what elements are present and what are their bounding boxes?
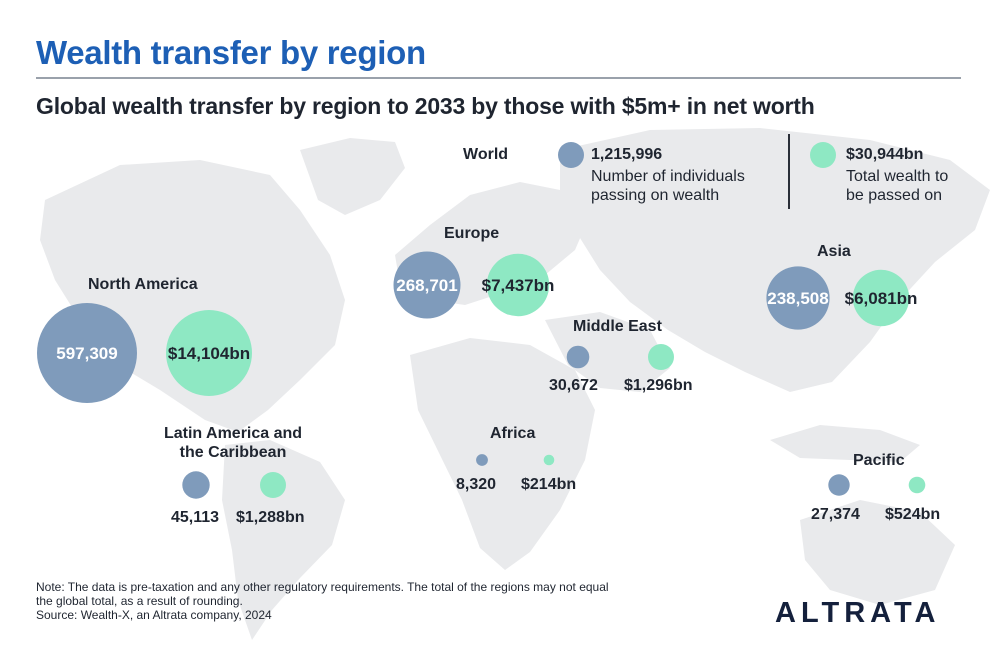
bubble-individuals-europe (393, 251, 461, 319)
middle-east-shape (545, 312, 670, 392)
value-label-latin-america-individuals: 45,113 (171, 509, 220, 526)
title-divider (36, 77, 961, 79)
legend-wealth-desc-2: be passed on (846, 187, 943, 204)
australia-shape (800, 500, 955, 605)
value-label-pacific-wealth: $524bn (885, 506, 941, 523)
bubble-individuals-north-america (37, 303, 137, 403)
bubble-individuals-africa (476, 454, 488, 466)
legend-individuals-desc-2: passing on wealth (591, 187, 720, 204)
value-label-europe-wealth: $7,437bn (482, 276, 555, 295)
value-label-africa-individuals: 8,320 (456, 476, 497, 493)
legend-wealth-value: $30,944bn (846, 146, 924, 163)
legend-individuals-desc-1: Number of individuals (591, 168, 745, 185)
legend-divider (788, 134, 790, 209)
region-name-latin-america: Latin America and the Caribbean (163, 425, 303, 461)
chart-subtitle: Global wealth transfer by region to 2033… (36, 93, 815, 119)
bubble-individuals-asia (766, 266, 830, 330)
bubble-individuals-middle-east (566, 345, 590, 369)
region-name-north-america: North America (88, 276, 198, 293)
value-label-latin-america-wealth: $1,288bn (236, 509, 305, 526)
africa-shape (410, 338, 595, 570)
value-label-middle-east-wealth: $1,296bn (624, 377, 693, 394)
asia-shape (560, 128, 990, 392)
south-america-shape (222, 440, 345, 640)
footnote-line-2: the global total, as a result of roundin… (36, 594, 243, 608)
region-name-middle-east: Middle East (573, 318, 662, 335)
indonesia-shape (770, 425, 920, 462)
value-label-north-america-wealth: $14,104bn (168, 344, 250, 363)
footnote-line-1: Note: The data is pre-taxation and any o… (36, 580, 609, 594)
value-label-north-america-individuals: 597,309 (56, 344, 117, 363)
value-label-pacific-individuals: 27,374 (811, 506, 860, 523)
region-name-europe: Europe (444, 225, 500, 242)
bubble-wealth-asia (852, 269, 910, 327)
legend-world-label: World (463, 146, 509, 163)
legend-wealth-swatch (810, 142, 836, 168)
legend-individuals-value: 1,215,996 (591, 146, 663, 163)
bubble-individuals-pacific (828, 474, 850, 496)
bubble-wealth-north-america (166, 310, 252, 396)
bubble-wealth-africa (543, 454, 555, 466)
source-line: Source: Wealth-X, an Altrata company, 20… (36, 608, 272, 622)
north-america-shape (40, 160, 345, 432)
bubble-individuals-latin-america (182, 471, 210, 499)
legend-individuals-swatch (558, 142, 584, 168)
footnote: Note: The data is pre-taxation and any o… (36, 580, 736, 622)
region-name-pacific: Pacific (853, 452, 905, 469)
value-label-asia-wealth: $6,081bn (845, 289, 918, 308)
value-label-asia-individuals: 238,508 (767, 289, 828, 308)
bubble-wealth-latin-america (260, 472, 286, 498)
value-label-middle-east-individuals: 30,672 (549, 377, 598, 394)
value-label-africa-wealth: $214bn (521, 476, 577, 493)
page-title: Wealth transfer by region (36, 34, 426, 71)
bubble-wealth-europe (486, 253, 550, 317)
region-name-africa: Africa (490, 425, 536, 442)
region-name-asia: Asia (817, 243, 851, 260)
altrata-logo: ALTRATA (775, 597, 941, 629)
bubble-wealth-middle-east (648, 344, 674, 370)
bubble-wealth-pacific (908, 476, 926, 494)
greenland-shape (300, 138, 405, 215)
value-label-europe-individuals: 268,701 (396, 276, 457, 295)
legend-wealth-desc-1: Total wealth to (846, 168, 949, 185)
